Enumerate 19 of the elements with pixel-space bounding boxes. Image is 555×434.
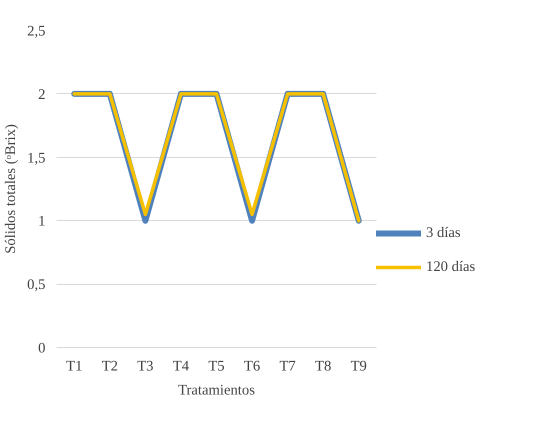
x-tick-label: T7 — [279, 358, 296, 374]
x-tick-label: T6 — [244, 358, 260, 374]
y-tick-label: 0,5 — [27, 277, 46, 294]
y-tick-label: 0 — [38, 340, 46, 356]
legend-label: 120 días — [426, 258, 476, 276]
x-tick-label: T2 — [102, 358, 118, 374]
y-tick-label: 1 — [38, 214, 46, 230]
x-tick-label: T1 — [66, 358, 82, 374]
x-tick-label: T4 — [172, 358, 190, 374]
y-axis-title: Sólidos totales (ᵒBrix) — [3, 124, 20, 254]
y-tick-label: 2 — [38, 86, 46, 103]
x-tick-label: T5 — [208, 358, 225, 374]
y-tick-label: 2,5 — [27, 24, 46, 40]
x-tick-label: T8 — [315, 358, 332, 374]
x-tick-label: T9 — [350, 358, 367, 374]
x-tick-label: T3 — [137, 358, 154, 374]
legend-label: 3 días — [426, 224, 461, 242]
x-axis-title: Tratamientos — [178, 382, 256, 398]
y-tick-label: 1,5 — [27, 150, 46, 166]
